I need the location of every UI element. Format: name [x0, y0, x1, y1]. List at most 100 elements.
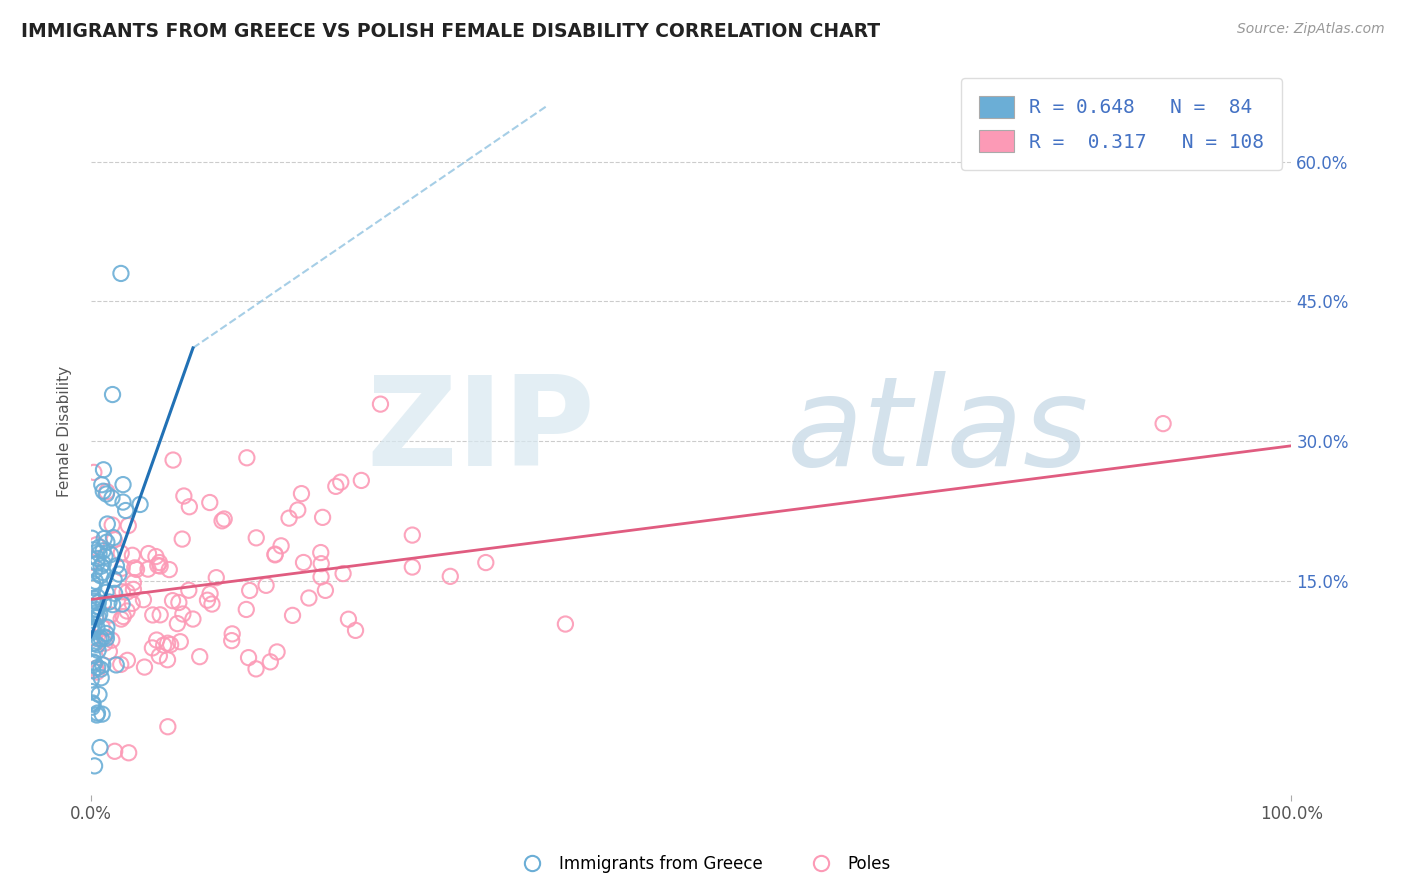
Point — [86, 599, 108, 614]
Point — [86, 638, 108, 652]
Point — [264, 547, 287, 561]
Point — [86, 708, 108, 723]
Point — [83, 564, 105, 578]
Point — [401, 528, 423, 542]
Point — [142, 607, 165, 622]
Point — [290, 486, 312, 500]
Point — [156, 720, 179, 734]
Point — [344, 624, 367, 638]
Point — [103, 531, 125, 545]
Point — [100, 607, 122, 622]
Point — [179, 500, 201, 514]
Point — [82, 696, 104, 710]
Point — [110, 267, 132, 281]
Point — [221, 627, 243, 641]
Point — [172, 607, 194, 621]
Point — [84, 636, 107, 650]
Point — [101, 518, 124, 533]
Point — [91, 620, 114, 634]
Point — [87, 547, 110, 561]
Text: IMMIGRANTS FROM GREECE VS POLISH FEMALE DISABILITY CORRELATION CHART: IMMIGRANTS FROM GREECE VS POLISH FEMALE … — [21, 22, 880, 41]
Point — [118, 746, 141, 760]
Point — [82, 636, 104, 650]
Point — [145, 633, 167, 648]
Point — [101, 491, 124, 505]
Point — [84, 574, 107, 589]
Point — [169, 634, 191, 648]
Point — [86, 621, 108, 635]
Point — [80, 531, 103, 545]
Point — [177, 583, 200, 598]
Point — [94, 549, 117, 564]
Point — [82, 655, 104, 669]
Point — [82, 542, 104, 557]
Text: Source: ZipAtlas.com: Source: ZipAtlas.com — [1237, 22, 1385, 37]
Point — [80, 673, 103, 687]
Point — [91, 544, 114, 558]
Point — [96, 631, 118, 645]
Point — [148, 648, 170, 663]
Point — [108, 567, 131, 582]
Point — [90, 671, 112, 685]
Point — [87, 610, 110, 624]
Point — [314, 583, 336, 598]
Point — [103, 533, 125, 547]
Point — [111, 495, 134, 509]
Point — [84, 661, 107, 675]
Point — [134, 660, 156, 674]
Point — [86, 660, 108, 674]
Point — [93, 463, 115, 477]
Point — [122, 582, 145, 597]
Point — [101, 387, 124, 401]
Point — [96, 535, 118, 549]
Point — [86, 551, 108, 566]
Point — [401, 560, 423, 574]
Point — [100, 548, 122, 562]
Point — [82, 700, 104, 714]
Point — [93, 532, 115, 546]
Point — [90, 477, 112, 491]
Point — [80, 555, 103, 569]
Point — [259, 655, 281, 669]
Point — [91, 566, 114, 580]
Point — [87, 688, 110, 702]
Point — [111, 584, 134, 599]
Point — [104, 586, 127, 600]
Point — [90, 662, 112, 676]
Point — [80, 620, 103, 634]
Point — [83, 591, 105, 606]
Point — [129, 498, 152, 512]
Point — [149, 559, 172, 574]
Point — [87, 596, 110, 610]
Point — [89, 607, 111, 621]
Point — [89, 740, 111, 755]
Point — [86, 665, 108, 679]
Point — [188, 649, 211, 664]
Point — [1152, 417, 1174, 431]
Point — [148, 556, 170, 570]
Point — [266, 645, 288, 659]
Point — [475, 556, 498, 570]
Point — [91, 484, 114, 499]
Point — [91, 557, 114, 571]
Point — [554, 617, 576, 632]
Point — [105, 558, 128, 573]
Point — [105, 657, 128, 672]
Point — [83, 656, 105, 670]
Point — [111, 561, 134, 575]
Point — [82, 625, 104, 640]
Point — [83, 631, 105, 645]
Point — [86, 538, 108, 552]
Point — [93, 630, 115, 644]
Point — [439, 569, 461, 583]
Point — [329, 475, 352, 489]
Point — [156, 653, 179, 667]
Point — [82, 664, 104, 678]
Point — [325, 479, 347, 493]
Point — [337, 612, 360, 626]
Point — [311, 510, 333, 524]
Point — [83, 581, 105, 595]
Point — [264, 548, 287, 562]
Point — [104, 744, 127, 758]
Point — [82, 648, 104, 663]
